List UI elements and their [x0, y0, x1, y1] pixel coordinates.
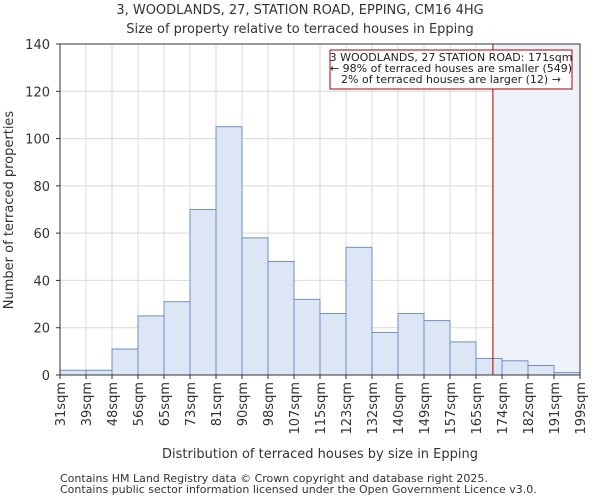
- bars: [59, 126, 581, 376]
- x-tick-label-81sqm: 81sqm: [210, 382, 225, 426]
- y-tick-labels: 0 20 40 60 80 100 120 140: [25, 38, 50, 384]
- x-tick-label-65sqm: 65sqm: [158, 382, 173, 426]
- y-tick-label-0: 0: [42, 369, 50, 384]
- annotation-line-3: 2% of terraced houses are larger (12) →: [341, 73, 561, 86]
- histogram-chart: 3, WOODLANDS, 27, STATION ROAD, EPPING, …: [2, 3, 589, 462]
- footer-licence: Contains public sector information licen…: [60, 483, 537, 496]
- bar-140sqm: [397, 313, 425, 376]
- x-tick-label-132sqm: 132sqm: [366, 382, 381, 435]
- bar-65sqm: [163, 301, 191, 376]
- x-tick-label-157sqm: 157sqm: [444, 382, 459, 435]
- x-axis-title: Distribution of terraced houses by size …: [162, 447, 478, 462]
- bar-48sqm: [111, 348, 139, 376]
- chart-title: 3, WOODLANDS, 27, STATION ROAD, EPPING, …: [116, 3, 483, 18]
- annotation-frame: [329, 49, 573, 90]
- x-tick-label-115sqm: 115sqm: [314, 382, 329, 435]
- larger-properties-region: [492, 44, 580, 375]
- bar-132sqm: [371, 331, 399, 376]
- bar-182sqm: [527, 365, 555, 376]
- bar-149sqm: [423, 320, 451, 376]
- bar-123sqm: [345, 246, 373, 376]
- bar-90sqm: [241, 237, 269, 376]
- x-tick-label-98sqm: 98sqm: [262, 382, 277, 426]
- bar-39sqm: [85, 369, 113, 376]
- x-tick-label-199sqm: 199sqm: [574, 382, 589, 435]
- bar-31sqm: [59, 369, 87, 376]
- annotation-line-2: ← 98% of terraced houses are smaller (54…: [330, 62, 572, 75]
- bar-174sqm: [501, 360, 529, 376]
- x-tick-labels: 31sqm 39sqm 48sqm 56sqm 65sqm 73sqm 81sqm 90sqm…: [54, 382, 589, 435]
- y-tick-label-140: 140: [25, 38, 50, 53]
- x-tick-label-191sqm: 191sqm: [548, 382, 563, 435]
- bar-73sqm: [189, 209, 217, 376]
- x-tick-label-149sqm: 149sqm: [418, 382, 433, 435]
- axes: [56, 43, 581, 379]
- y-tick-label-40: 40: [33, 274, 50, 289]
- x-tick-label-56sqm: 56sqm: [132, 382, 147, 426]
- x-tick-label-140sqm: 140sqm: [392, 382, 407, 435]
- x-tick-label-107sqm: 107sqm: [288, 382, 303, 435]
- annotation-line-1: 3 WOODLANDS, 27 STATION ROAD: 171sqm: [330, 51, 573, 64]
- y-tick-label-120: 120: [25, 85, 50, 100]
- bar-98sqm: [267, 261, 295, 376]
- x-tick-label-165sqm: 165sqm: [470, 382, 485, 435]
- y-axis-title: Number of terraced properties: [2, 111, 17, 310]
- footer-copyright: Contains HM Land Registry data © Crown c…: [60, 472, 488, 485]
- bar-81sqm: [215, 126, 243, 376]
- x-tick-label-73sqm: 73sqm: [184, 382, 199, 426]
- y-tick-label-60: 60: [33, 227, 50, 242]
- x-tick-label-31sqm: 31sqm: [54, 382, 69, 426]
- y-tick-label-100: 100: [25, 133, 50, 148]
- bar-56sqm: [137, 315, 165, 376]
- x-tick-label-90sqm: 90sqm: [236, 382, 251, 426]
- chart-subtitle: Size of property relative to terraced ho…: [126, 22, 474, 37]
- highlight-region: [492, 44, 580, 375]
- bar-165sqm: [475, 357, 503, 376]
- x-tick-label-48sqm: 48sqm: [106, 382, 121, 426]
- x-tick-label-182sqm: 182sqm: [522, 382, 537, 435]
- bar-115sqm: [319, 313, 347, 376]
- x-tick-label-123sqm: 123sqm: [340, 382, 355, 435]
- bar-157sqm: [449, 341, 477, 376]
- x-tick-label-39sqm: 39sqm: [80, 382, 95, 426]
- bar-107sqm: [293, 298, 321, 376]
- x-tick-label-174sqm: 174sqm: [496, 382, 511, 435]
- annotation-box: 3 WOODLANDS, 27 STATION ROAD: 171sqm ← 9…: [329, 49, 573, 90]
- y-tick-label-20: 20: [33, 322, 50, 337]
- y-tick-label-80: 80: [33, 180, 50, 195]
